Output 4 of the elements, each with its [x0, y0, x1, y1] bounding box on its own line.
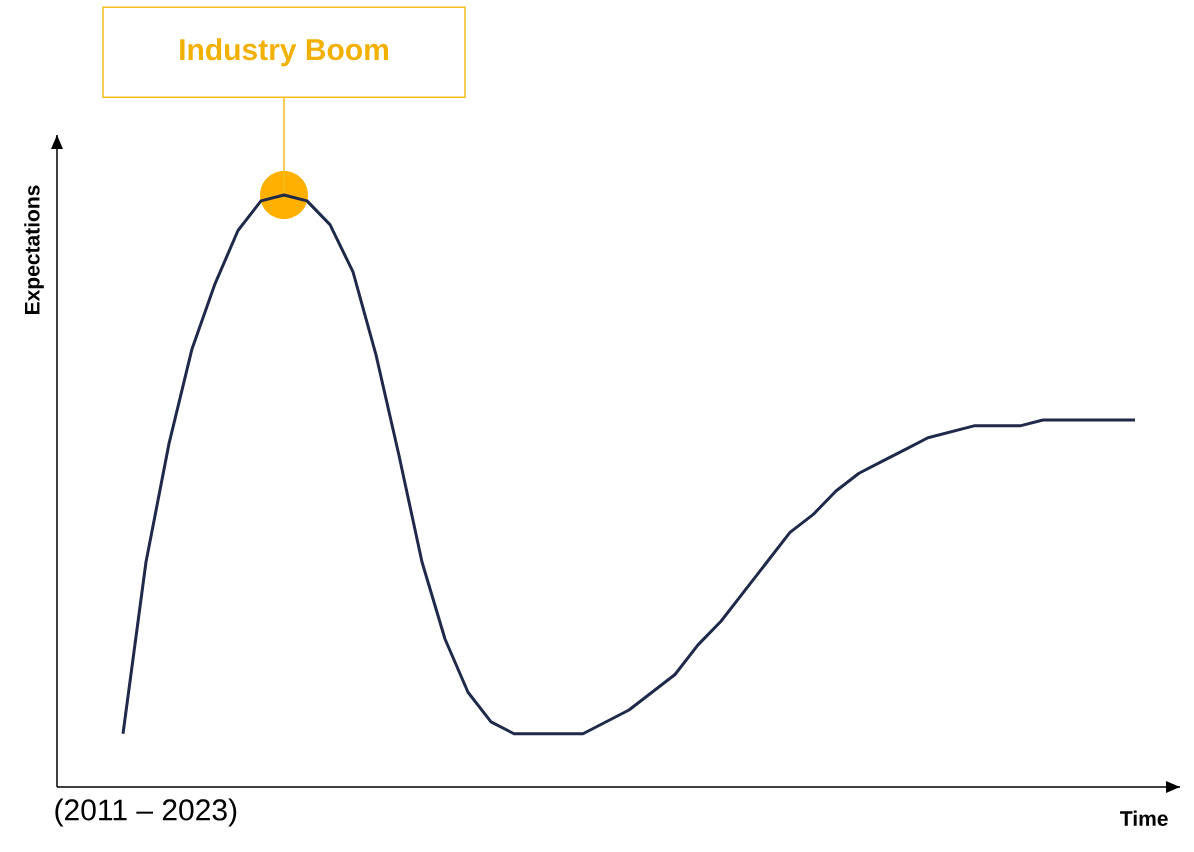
y-axis-title: Expectations: [24, 185, 44, 314]
x-axis-title: Time: [1120, 810, 1168, 826]
annotation: Industry Boom: [180, 38, 388, 67]
text: (2011 – 2023): [55, 798, 237, 827]
